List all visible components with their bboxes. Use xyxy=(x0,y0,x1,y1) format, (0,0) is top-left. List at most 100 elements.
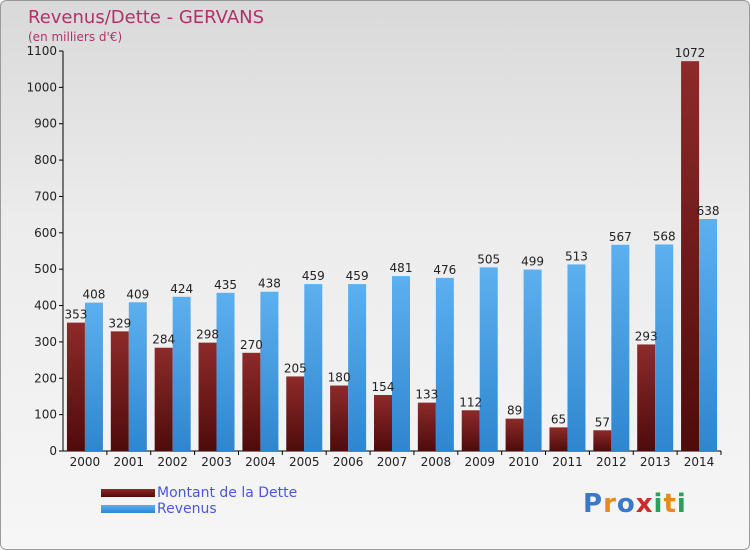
data-label-revenue: 567 xyxy=(609,230,632,244)
y-tick-label: 0 xyxy=(49,444,57,458)
x-tick-label: 2004 xyxy=(245,455,276,469)
logo-letter: P xyxy=(583,489,604,519)
data-label-debt: 284 xyxy=(152,333,175,347)
legend-label-debt: Montant de la Dette xyxy=(157,485,298,501)
bar-debt xyxy=(549,427,568,451)
x-tick-label: 2012 xyxy=(596,455,627,469)
bar-debt xyxy=(66,322,85,451)
data-label-debt: 180 xyxy=(328,371,351,385)
x-tick-label: 2007 xyxy=(377,455,408,469)
x-tick-label: 2003 xyxy=(201,455,232,469)
y-tick-label: 1100 xyxy=(26,44,57,58)
x-tick-label: 2011 xyxy=(552,455,583,469)
data-label-revenue: 409 xyxy=(126,287,149,301)
data-labels: 353 329 284 298 270 205 180 154 133 112 89 65 57 293 1… xyxy=(64,46,719,429)
data-label-debt: 293 xyxy=(635,329,658,343)
data-label-debt: 112 xyxy=(459,395,482,409)
bar-debt xyxy=(681,61,700,451)
bar-debt xyxy=(110,331,129,451)
data-label-debt: 205 xyxy=(284,361,307,375)
data-label-revenue: 499 xyxy=(521,255,544,269)
data-label-debt: 65 xyxy=(551,412,566,426)
data-label-debt: 298 xyxy=(196,328,219,342)
data-label-revenue: 424 xyxy=(170,282,193,296)
bar-debt xyxy=(198,342,217,451)
bar-revenue xyxy=(479,267,498,451)
x-tick-label: 2009 xyxy=(464,455,495,469)
data-label-debt: 353 xyxy=(64,308,87,322)
bar-revenue xyxy=(567,264,586,451)
logo-letter: i xyxy=(653,489,664,519)
chart-title: Revenus/Dette - GERVANS xyxy=(28,7,265,28)
bar-revenue xyxy=(260,291,279,451)
y-tick-label: 700 xyxy=(34,189,57,203)
bar-debt xyxy=(154,347,173,451)
x-tick-label: 2006 xyxy=(333,455,364,469)
data-label-revenue: 505 xyxy=(477,252,500,266)
data-label-revenue: 638 xyxy=(697,204,720,218)
data-label-revenue: 435 xyxy=(214,278,237,292)
bar-revenue xyxy=(699,219,718,451)
y-tick-label: 200 xyxy=(34,371,57,385)
bar-revenue xyxy=(84,302,103,451)
x-tick-label: 2008 xyxy=(421,455,452,469)
bar-chart: 0 100 200 300 400 500 600 700 800 900 1000 1100 2000… xyxy=(26,44,722,469)
bar-revenue xyxy=(128,302,147,451)
data-label-debt: 57 xyxy=(595,415,610,429)
data-label-revenue: 459 xyxy=(346,269,369,283)
y-tick-label: 800 xyxy=(34,153,57,167)
data-label-revenue: 476 xyxy=(433,263,456,277)
y-tick-label: 400 xyxy=(34,299,57,313)
logo-letter: t xyxy=(663,489,677,519)
bar-debt xyxy=(417,402,436,451)
x-tick-label: 2001 xyxy=(114,455,145,469)
logo-letter: r xyxy=(603,489,617,519)
data-label-revenue: 481 xyxy=(390,261,413,275)
data-label-debt: 89 xyxy=(507,404,522,418)
data-label-revenue: 438 xyxy=(258,277,281,291)
bar-revenue xyxy=(216,292,235,451)
y-tick-label: 100 xyxy=(34,408,57,422)
y-tick-label: 500 xyxy=(34,262,57,276)
y-tick-label: 900 xyxy=(34,117,57,131)
x-tick-label: 2014 xyxy=(684,455,715,469)
legend-swatch-revenue xyxy=(101,505,155,513)
data-label-revenue: 513 xyxy=(565,249,588,263)
x-tick-label: 2002 xyxy=(157,455,188,469)
proxiti-logo: Proxiti xyxy=(583,489,687,519)
y-tick-label: 1000 xyxy=(26,80,57,94)
x-tick-label: 2013 xyxy=(640,455,671,469)
bar-revenue xyxy=(172,296,191,451)
x-tick-label: 2005 xyxy=(289,455,320,469)
data-label-revenue: 408 xyxy=(82,288,105,302)
data-label-debt: 329 xyxy=(108,316,131,330)
bar-debt xyxy=(330,385,349,451)
bar-revenue xyxy=(655,244,674,451)
y-tick-label: 600 xyxy=(34,226,57,240)
data-label-debt: 154 xyxy=(372,380,395,394)
bar-debt xyxy=(461,410,480,451)
data-label-revenue: 568 xyxy=(653,229,676,243)
data-label-debt: 1072 xyxy=(675,46,706,60)
bar-revenue xyxy=(523,269,542,451)
y-tick-label: 300 xyxy=(34,335,57,349)
data-label-debt: 270 xyxy=(240,338,263,352)
x-tick-label: 2010 xyxy=(508,455,539,469)
logo-letter: o xyxy=(616,489,636,519)
bar-debt xyxy=(242,352,261,451)
chart-subtitle: (en milliers d'€) xyxy=(28,30,123,44)
bar-revenue xyxy=(304,284,323,451)
bar-debt xyxy=(374,395,392,451)
bar-revenue xyxy=(435,277,454,451)
bar-debt xyxy=(505,418,524,451)
logo-letter: x xyxy=(635,489,654,519)
x-tick-label: 2000 xyxy=(70,455,101,469)
legend-swatch-debt xyxy=(101,489,155,497)
legend-label-revenue: Revenus xyxy=(157,501,217,517)
bars xyxy=(66,61,718,451)
bar-debt xyxy=(637,344,656,451)
data-label-revenue: 459 xyxy=(302,269,325,283)
logo-letter: i xyxy=(676,489,687,519)
bar-revenue xyxy=(348,284,367,451)
